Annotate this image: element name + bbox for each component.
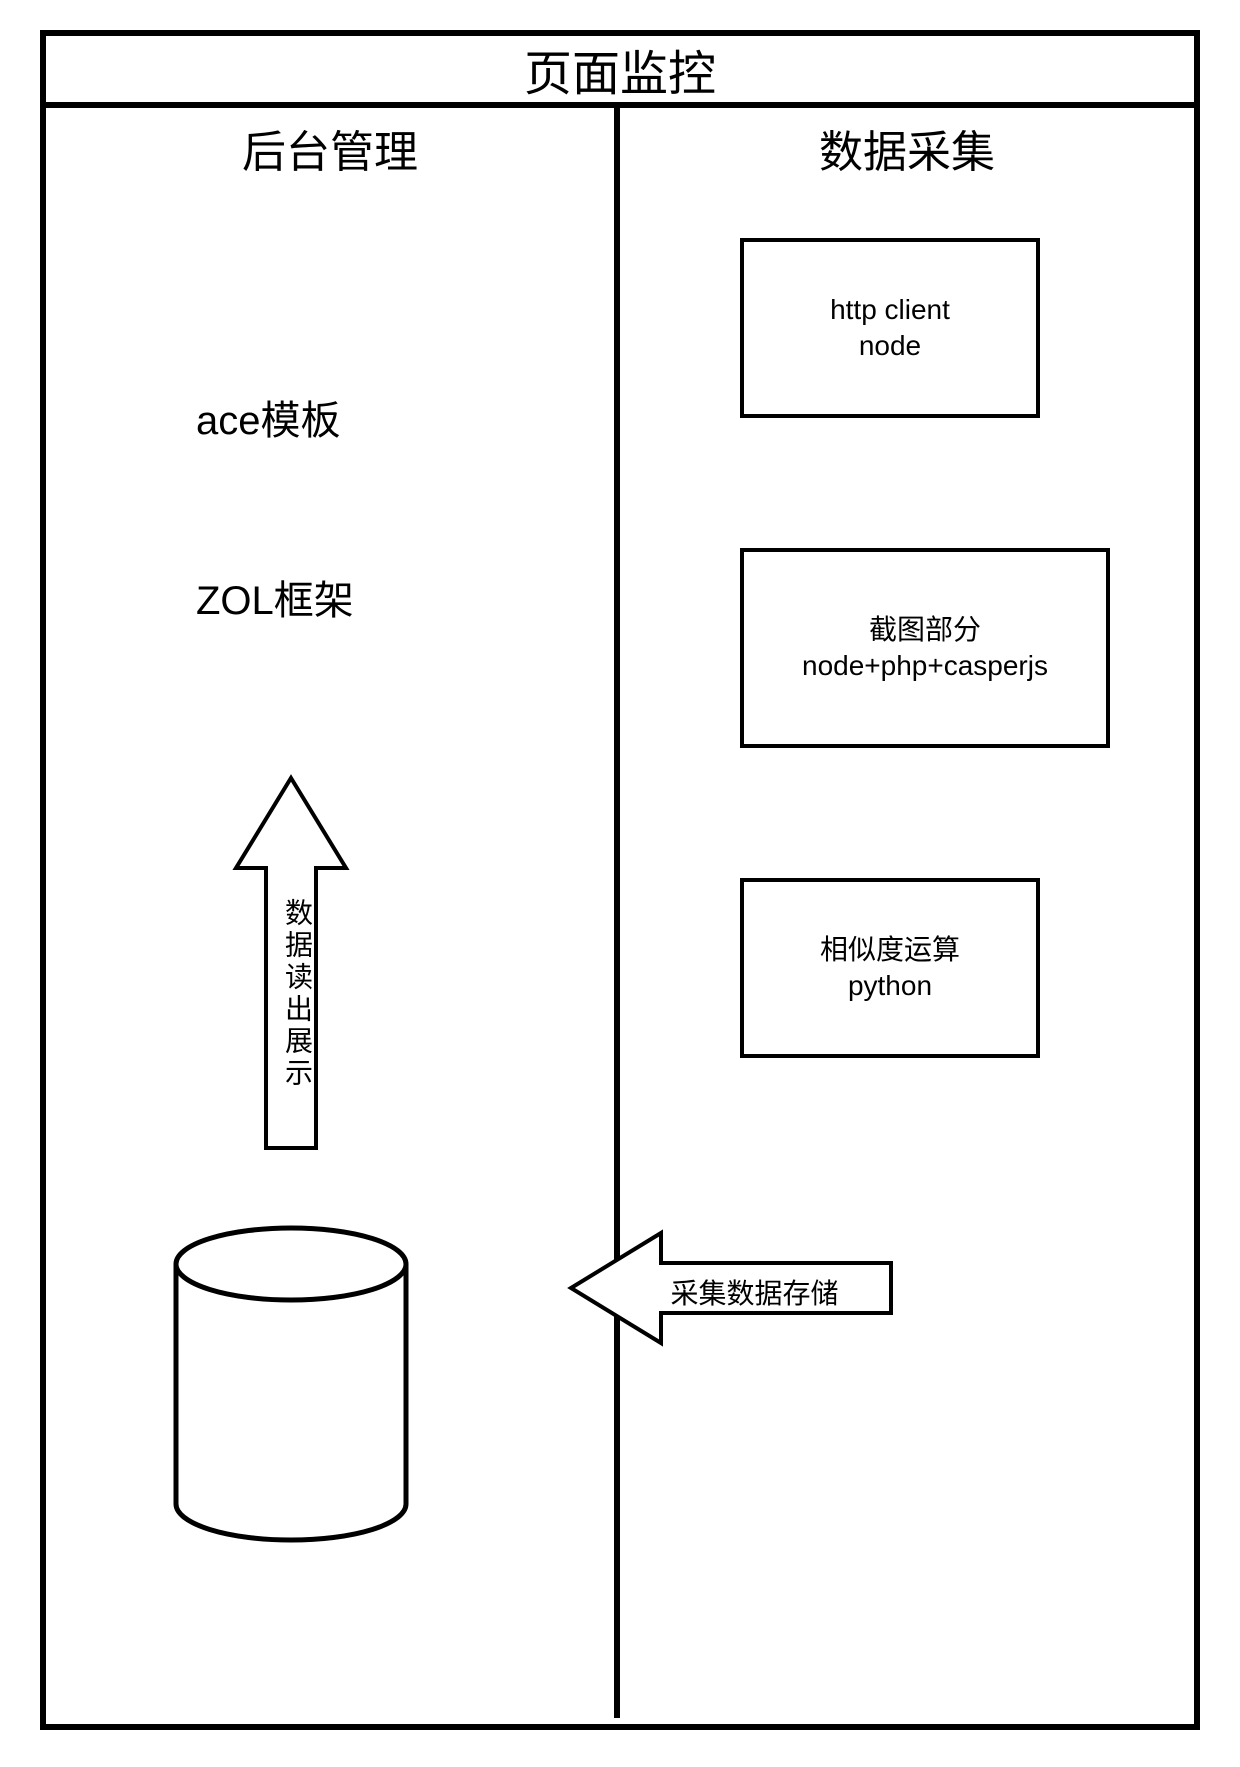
columns: 后台管理 ace模板 ZOL框架 数据读出展示 数据采集: [46, 108, 1194, 1718]
diagram-title: 页面监控: [46, 36, 1194, 108]
text-ace-template: ace模板: [196, 388, 341, 446]
box-line2: node+php+casperjs: [802, 648, 1048, 684]
box-line2: python: [848, 968, 932, 1004]
database-cylinder-icon: [171, 1223, 411, 1545]
left-heading-text: 后台管理: [242, 128, 418, 177]
box-line2: node: [859, 328, 921, 364]
right-heading-text: 数据采集: [819, 128, 995, 177]
text-zol-framework: ZOL框架: [196, 568, 354, 626]
box-line1: http client: [830, 292, 950, 328]
title-text: 页面监控: [524, 34, 716, 104]
box-http-client: http client node: [740, 238, 1040, 418]
box-line1: 截图部分: [869, 612, 981, 648]
arrow-left-label: 采集数据存储: [671, 1272, 839, 1312]
diagram-container: 页面监控 后台管理 ace模板 ZOL框架 数据读出展示: [40, 30, 1200, 1730]
box-similarity: 相似度运算 python: [740, 878, 1040, 1058]
left-column: 后台管理 ace模板 ZOL框架 数据读出展示: [46, 108, 620, 1718]
box-screenshot: 截图部分 node+php+casperjs: [740, 548, 1110, 748]
right-column: 数据采集 http client node 截图部分 node+php+casp…: [620, 108, 1194, 1718]
right-heading: 数据采集: [620, 116, 1194, 180]
arrow-up-label-text: 数据读出展示: [282, 898, 313, 1090]
arrow-left-label-text: 采集数据存储: [671, 1278, 839, 1309]
left-heading: 后台管理: [46, 116, 614, 180]
box-line1: 相似度运算: [820, 932, 960, 968]
text-label: ZOL框架: [196, 579, 354, 623]
arrow-up-label: 数据读出展示: [277, 898, 317, 1090]
text-label: ace模板: [196, 399, 341, 443]
